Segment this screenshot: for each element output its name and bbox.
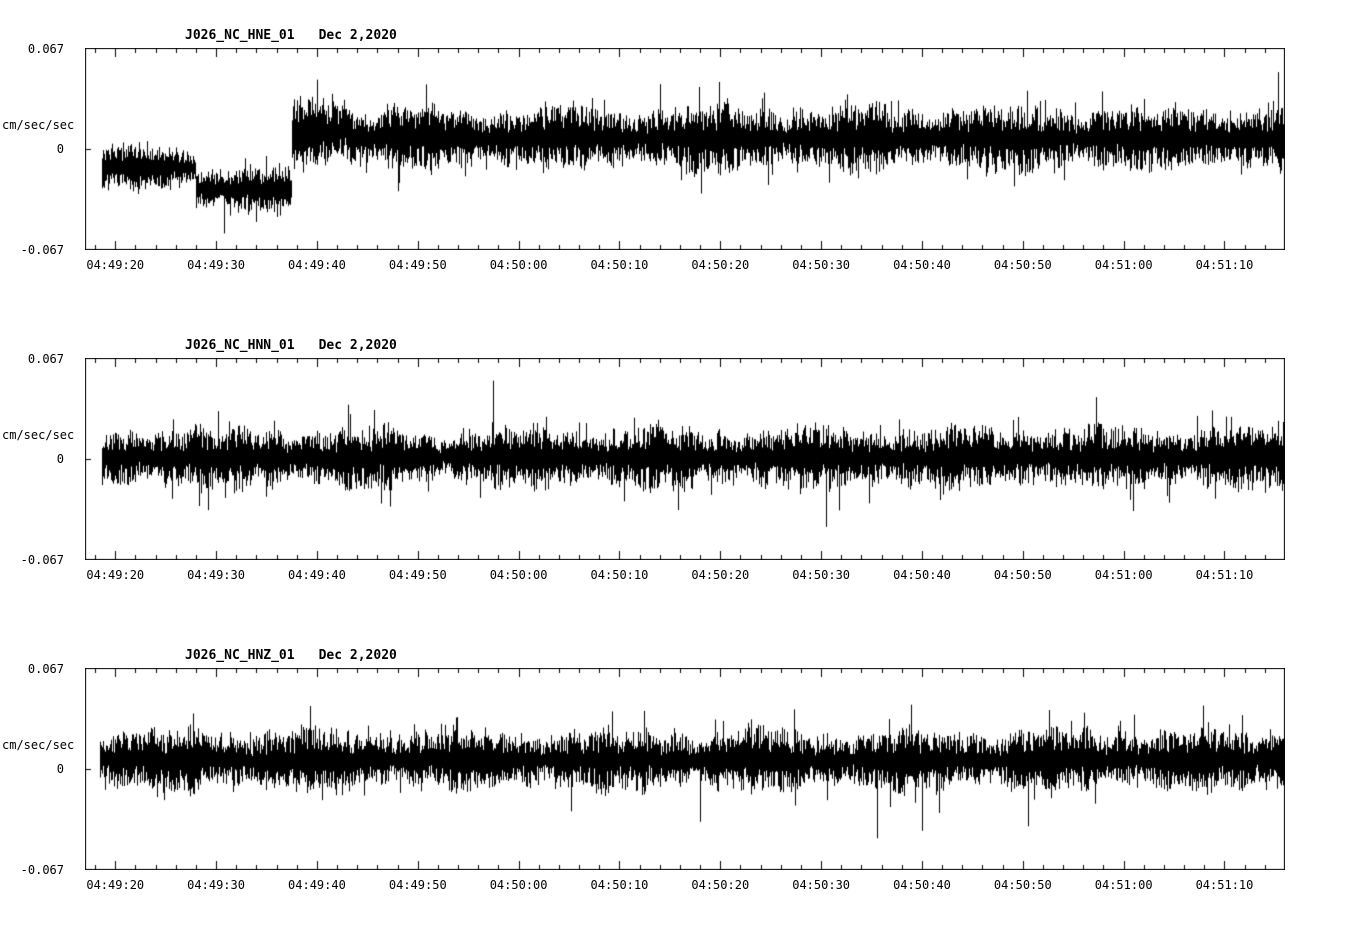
- x-tick-label: 04:51:00: [1094, 258, 1153, 272]
- x-tick-label: 04:49:20: [86, 258, 145, 272]
- y-axis-units: cm/sec/sec: [2, 428, 75, 442]
- x-tick-label: 04:49:40: [288, 258, 346, 272]
- record-date: Dec 2,2020: [318, 28, 397, 43]
- x-tick-label: 04:51:10: [1195, 568, 1254, 582]
- x-tick-label: 04:51:00: [1094, 568, 1153, 582]
- x-tick-label: 04:50:40: [893, 568, 951, 582]
- x-tick-label: 04:50:20: [691, 878, 750, 892]
- y-tick-min: -0.067: [20, 863, 64, 877]
- y-tick-min: -0.067: [20, 243, 64, 257]
- y-tick-zero: 0: [56, 762, 64, 776]
- panel-title: J026_NC_HNN_01 Dec 2,2020: [185, 338, 397, 353]
- x-tick-label: 04:50:00: [489, 878, 548, 892]
- x-tick-label: 04:50:40: [893, 258, 951, 272]
- x-tick-label: 04:51:00: [1094, 878, 1153, 892]
- x-tick-label: 04:49:30: [187, 568, 245, 582]
- waveform-panel-hnn: J026_NC_HNN_01 Dec 2,2020 0.067 cm/sec/se…: [0, 336, 1358, 636]
- y-tick-max: 0.067: [27, 352, 64, 366]
- x-tick-label: 04:50:50: [993, 568, 1052, 582]
- x-tick-label: 04:49:20: [86, 878, 145, 892]
- x-tick-label: 04:49:50: [388, 258, 447, 272]
- x-tick-label: 04:50:10: [590, 568, 649, 582]
- y-axis-units: cm/sec/sec: [2, 118, 75, 132]
- x-tick-label: 04:49:40: [288, 878, 346, 892]
- x-tick-label: 04:50:30: [792, 258, 851, 272]
- x-tick-label: 04:50:50: [993, 258, 1052, 272]
- y-axis-units: cm/sec/sec: [2, 738, 75, 752]
- y-tick-zero: 0: [56, 452, 64, 466]
- waveform-panel-hnz: J026_NC_HNZ_01 Dec 2,2020 0.067 cm/sec/se…: [0, 646, 1358, 946]
- x-axis-labels: 04:49:20 04:49:30 04:49:40 04:49:50 04:50:00…: [85, 258, 1285, 274]
- x-tick-label: 04:50:00: [489, 568, 548, 582]
- record-date: Dec 2,2020: [318, 338, 397, 353]
- x-tick-label: 04:50:20: [691, 568, 750, 582]
- x-tick-label: 04:49:20: [86, 568, 145, 582]
- seismic-waveform-page: { "page": { "background": "#ffffff", "tr…: [0, 26, 1358, 892]
- x-tick-label: 04:51:10: [1195, 878, 1254, 892]
- x-tick-label: 04:50:30: [792, 878, 851, 892]
- station-code: J026_NC_HNN_01: [185, 338, 295, 353]
- x-tick-label: 04:49:30: [187, 258, 245, 272]
- x-tick-label: 04:50:10: [590, 878, 649, 892]
- x-tick-label: 04:49:40: [288, 568, 346, 582]
- x-tick-label: 04:50:50: [993, 878, 1052, 892]
- station-code: J026_NC_HNZ_01: [185, 648, 295, 663]
- x-tick-label: 04:49:50: [388, 568, 447, 582]
- x-tick-label: 04:49:50: [388, 878, 447, 892]
- x-tick-label: 04:50:40: [893, 878, 951, 892]
- waveform-canvas-hnz: [85, 668, 1285, 870]
- x-tick-label: 04:50:10: [590, 258, 649, 272]
- record-date: Dec 2,2020: [318, 648, 397, 663]
- station-code: J026_NC_HNE_01: [185, 28, 295, 43]
- panel-title: J026_NC_HNE_01 Dec 2,2020: [185, 28, 397, 43]
- y-tick-max: 0.067: [27, 662, 64, 676]
- x-axis-labels: 04:49:20 04:49:30 04:49:40 04:49:50 04:50:00…: [85, 568, 1285, 584]
- y-tick-max: 0.067: [27, 42, 64, 56]
- x-tick-label: 04:50:00: [489, 258, 548, 272]
- waveform-canvas-hnn: [85, 358, 1285, 560]
- x-tick-label: 04:50:30: [792, 568, 851, 582]
- x-tick-label: 04:49:30: [187, 878, 245, 892]
- y-tick-min: -0.067: [20, 553, 64, 567]
- panel-title: J026_NC_HNZ_01 Dec 2,2020: [185, 648, 397, 663]
- x-axis-labels: 04:49:20 04:49:30 04:49:40 04:49:50 04:50:00…: [85, 878, 1285, 894]
- x-tick-label: 04:51:10: [1195, 258, 1254, 272]
- waveform-panel-hne: J026_NC_HNE_01 Dec 2,2020 0.067 cm/sec/se…: [0, 26, 1358, 326]
- y-tick-zero: 0: [56, 142, 64, 156]
- waveform-canvas-hne: [85, 48, 1285, 250]
- x-tick-label: 04:50:20: [691, 258, 750, 272]
